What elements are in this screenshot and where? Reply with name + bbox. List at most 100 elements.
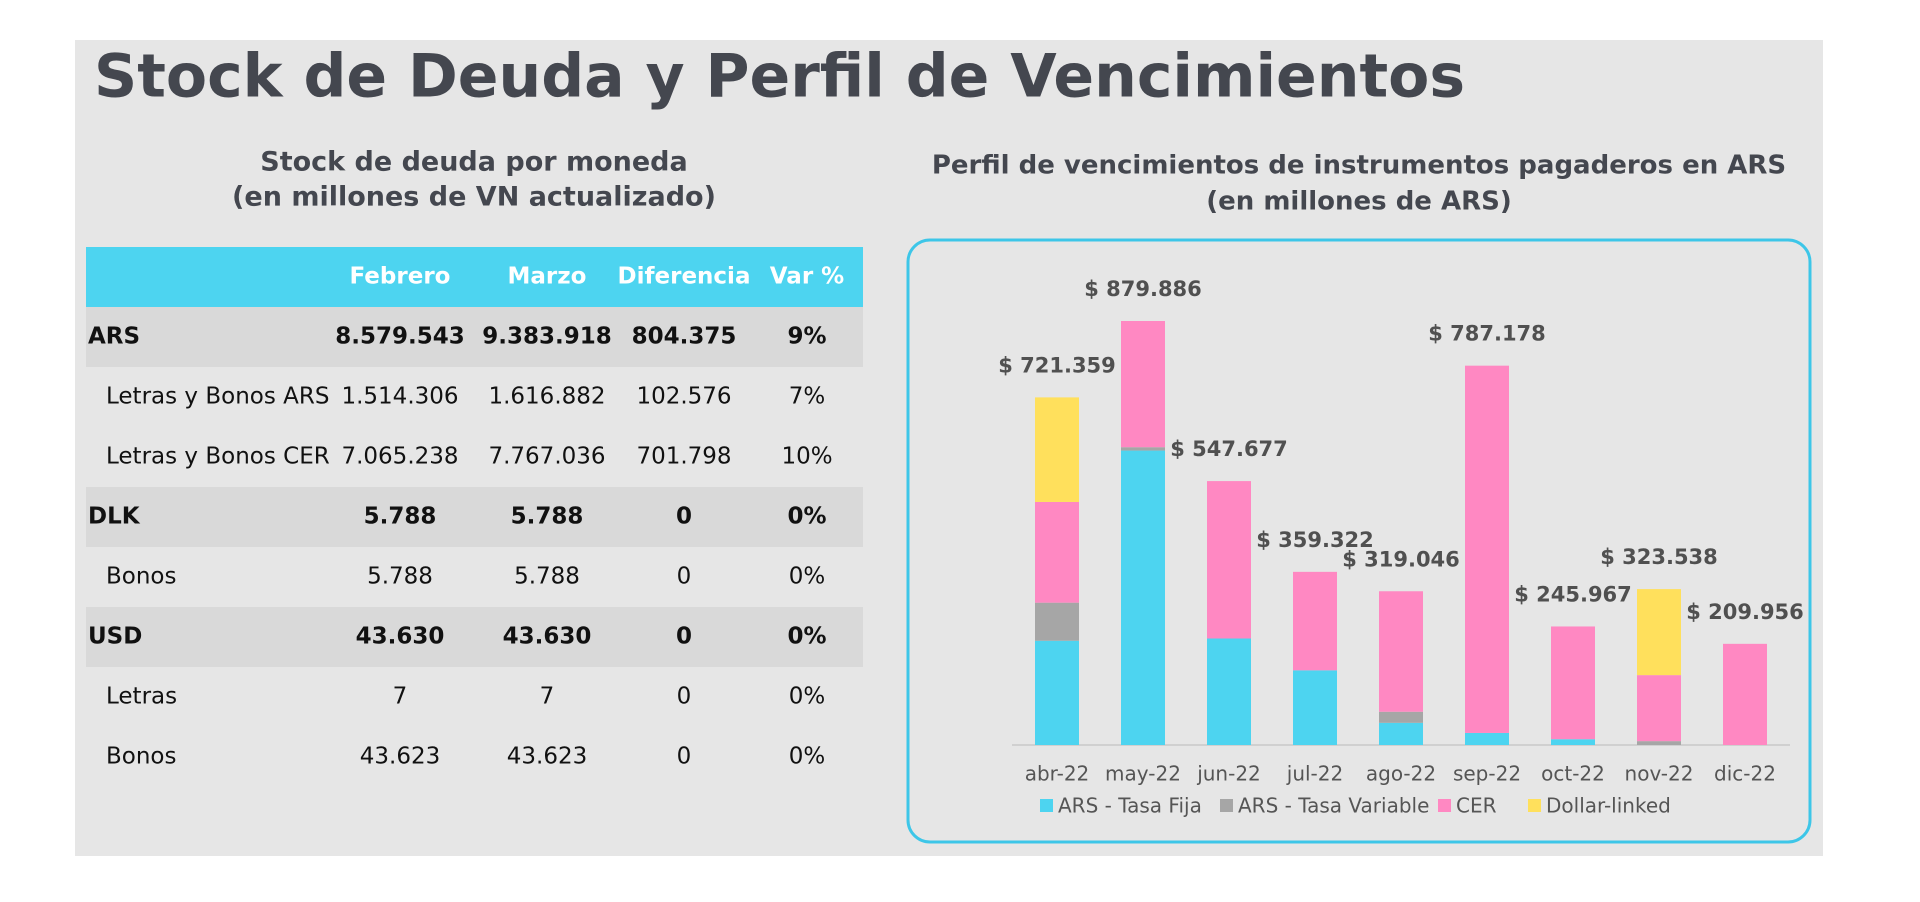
chart-frame xyxy=(906,238,1812,844)
x-tick-label: may-22 xyxy=(1105,762,1181,786)
table-cell: 1.514.306 xyxy=(341,384,458,410)
table-cell: 0% xyxy=(789,684,826,710)
total-label: $ 359.322 xyxy=(1256,528,1374,552)
bar-segment xyxy=(1465,732,1509,745)
bar-segment xyxy=(1379,591,1423,712)
total-label: $ 879.886 xyxy=(1084,277,1202,301)
x-tick-label: nov-22 xyxy=(1625,762,1694,786)
bar-segment xyxy=(1207,481,1251,639)
chart-title: Perfil de vencimientos de instrumentos p… xyxy=(932,151,1786,181)
table-cell: 43.630 xyxy=(503,624,592,650)
total-label: $ 245.967 xyxy=(1514,582,1632,606)
x-tick-label: oct-22 xyxy=(1541,762,1605,786)
x-tick-label: jun-22 xyxy=(1196,762,1261,786)
table-row-bg xyxy=(86,607,863,667)
table-cell: 0 xyxy=(677,684,692,710)
total-label: $ 721.359 xyxy=(998,353,1116,377)
table-cell: 804.375 xyxy=(632,324,737,350)
table-row-bg xyxy=(86,307,863,367)
table-header: Var % xyxy=(770,264,844,290)
legend-label: ARS - Tasa Fija xyxy=(1058,794,1202,818)
x-tick-label: ago-22 xyxy=(1366,762,1436,786)
bar-segment xyxy=(1035,397,1079,502)
bar-segment xyxy=(1551,739,1595,745)
table-cell: 0% xyxy=(787,504,826,530)
table-cell: 0 xyxy=(676,624,692,650)
table-cell: 43.623 xyxy=(360,744,440,770)
table-title: Stock de deuda por moneda xyxy=(260,147,687,178)
table-cell: Bonos xyxy=(106,744,176,770)
table-cell: 7 xyxy=(393,684,408,710)
table-row-bg xyxy=(86,487,863,547)
x-tick-label: sep-22 xyxy=(1453,762,1521,786)
legend-label: Dollar-linked xyxy=(1546,794,1671,818)
bar-segment xyxy=(1121,321,1165,448)
legend-label: CER xyxy=(1456,794,1497,818)
table-cell: DLK xyxy=(88,504,141,530)
table-cell: 5.788 xyxy=(514,564,580,590)
bar-segment xyxy=(1121,450,1165,745)
total-label: $ 319.046 xyxy=(1342,547,1460,571)
total-label: $ 209.956 xyxy=(1686,600,1804,624)
x-tick-label: abr-22 xyxy=(1025,762,1090,786)
table-cell: 7% xyxy=(789,384,826,410)
bar-segment xyxy=(1637,675,1681,742)
table-cell: 10% xyxy=(781,444,832,470)
bar-segment xyxy=(1637,741,1681,745)
table-cell: Letras y Bonos CER xyxy=(106,444,330,470)
chart-subtitle: (en millones de ARS) xyxy=(1206,187,1512,217)
table-header: Marzo xyxy=(508,264,587,290)
table-cell: 7.767.036 xyxy=(488,444,605,470)
bar-segment xyxy=(1293,670,1337,745)
table-cell: 102.576 xyxy=(636,384,731,410)
table-cell: 5.788 xyxy=(511,504,584,530)
bar-segment xyxy=(1035,501,1079,603)
bar-segment xyxy=(1035,602,1079,641)
table-cell: 5.788 xyxy=(364,504,437,530)
legend-swatch xyxy=(1528,799,1541,812)
table-cell: 7.065.238 xyxy=(341,444,458,470)
table-cell: 0% xyxy=(787,624,826,650)
total-label: $ 323.538 xyxy=(1600,545,1718,569)
bar-segment xyxy=(1465,365,1509,733)
legend-swatch xyxy=(1040,799,1053,812)
table-cell: USD xyxy=(88,624,142,650)
bar-segment xyxy=(1035,640,1079,745)
table-cell: 0% xyxy=(789,564,826,590)
table-cell: Letras xyxy=(106,684,177,710)
table-cell: 1.616.882 xyxy=(488,384,605,410)
table-cell: 0 xyxy=(677,744,692,770)
table-cell: 0 xyxy=(676,504,692,530)
table-cell: 701.798 xyxy=(636,444,731,470)
table-cell: Bonos xyxy=(106,564,176,590)
table-subtitle: (en millones de VN actualizado) xyxy=(232,182,716,213)
table-cell: ARS xyxy=(88,324,140,350)
bar-segment xyxy=(1207,638,1251,745)
bar-segment xyxy=(1121,447,1165,451)
table-cell: 8.579.543 xyxy=(335,324,465,350)
table-cell: 0 xyxy=(677,564,692,590)
legend-swatch xyxy=(1220,799,1233,812)
bar-segment xyxy=(1379,722,1423,745)
bar-segment xyxy=(1551,626,1595,740)
total-label: $ 547.677 xyxy=(1170,437,1288,461)
bar-segment xyxy=(1379,711,1423,723)
table-cell: 5.788 xyxy=(367,564,433,590)
slide-title: Stock de Deuda y Perfil de Vencimientos xyxy=(94,42,1465,112)
table-header: Febrero xyxy=(350,264,451,290)
bar-segment xyxy=(1723,643,1767,745)
bar-segment xyxy=(1637,589,1681,676)
table-cell: 7 xyxy=(540,684,555,710)
table-cell: 43.623 xyxy=(507,744,587,770)
bar-segment xyxy=(1293,571,1337,671)
table-cell: 9.383.918 xyxy=(482,324,612,350)
table-header: Diferencia xyxy=(618,264,751,290)
x-tick-label: dic-22 xyxy=(1714,762,1776,786)
table-cell: 43.630 xyxy=(356,624,445,650)
total-label: $ 787.178 xyxy=(1428,322,1546,346)
legend-label: ARS - Tasa Variable xyxy=(1238,794,1429,818)
panel-bg xyxy=(75,40,1823,856)
legend-swatch xyxy=(1438,799,1451,812)
table-header-bg xyxy=(86,247,863,307)
